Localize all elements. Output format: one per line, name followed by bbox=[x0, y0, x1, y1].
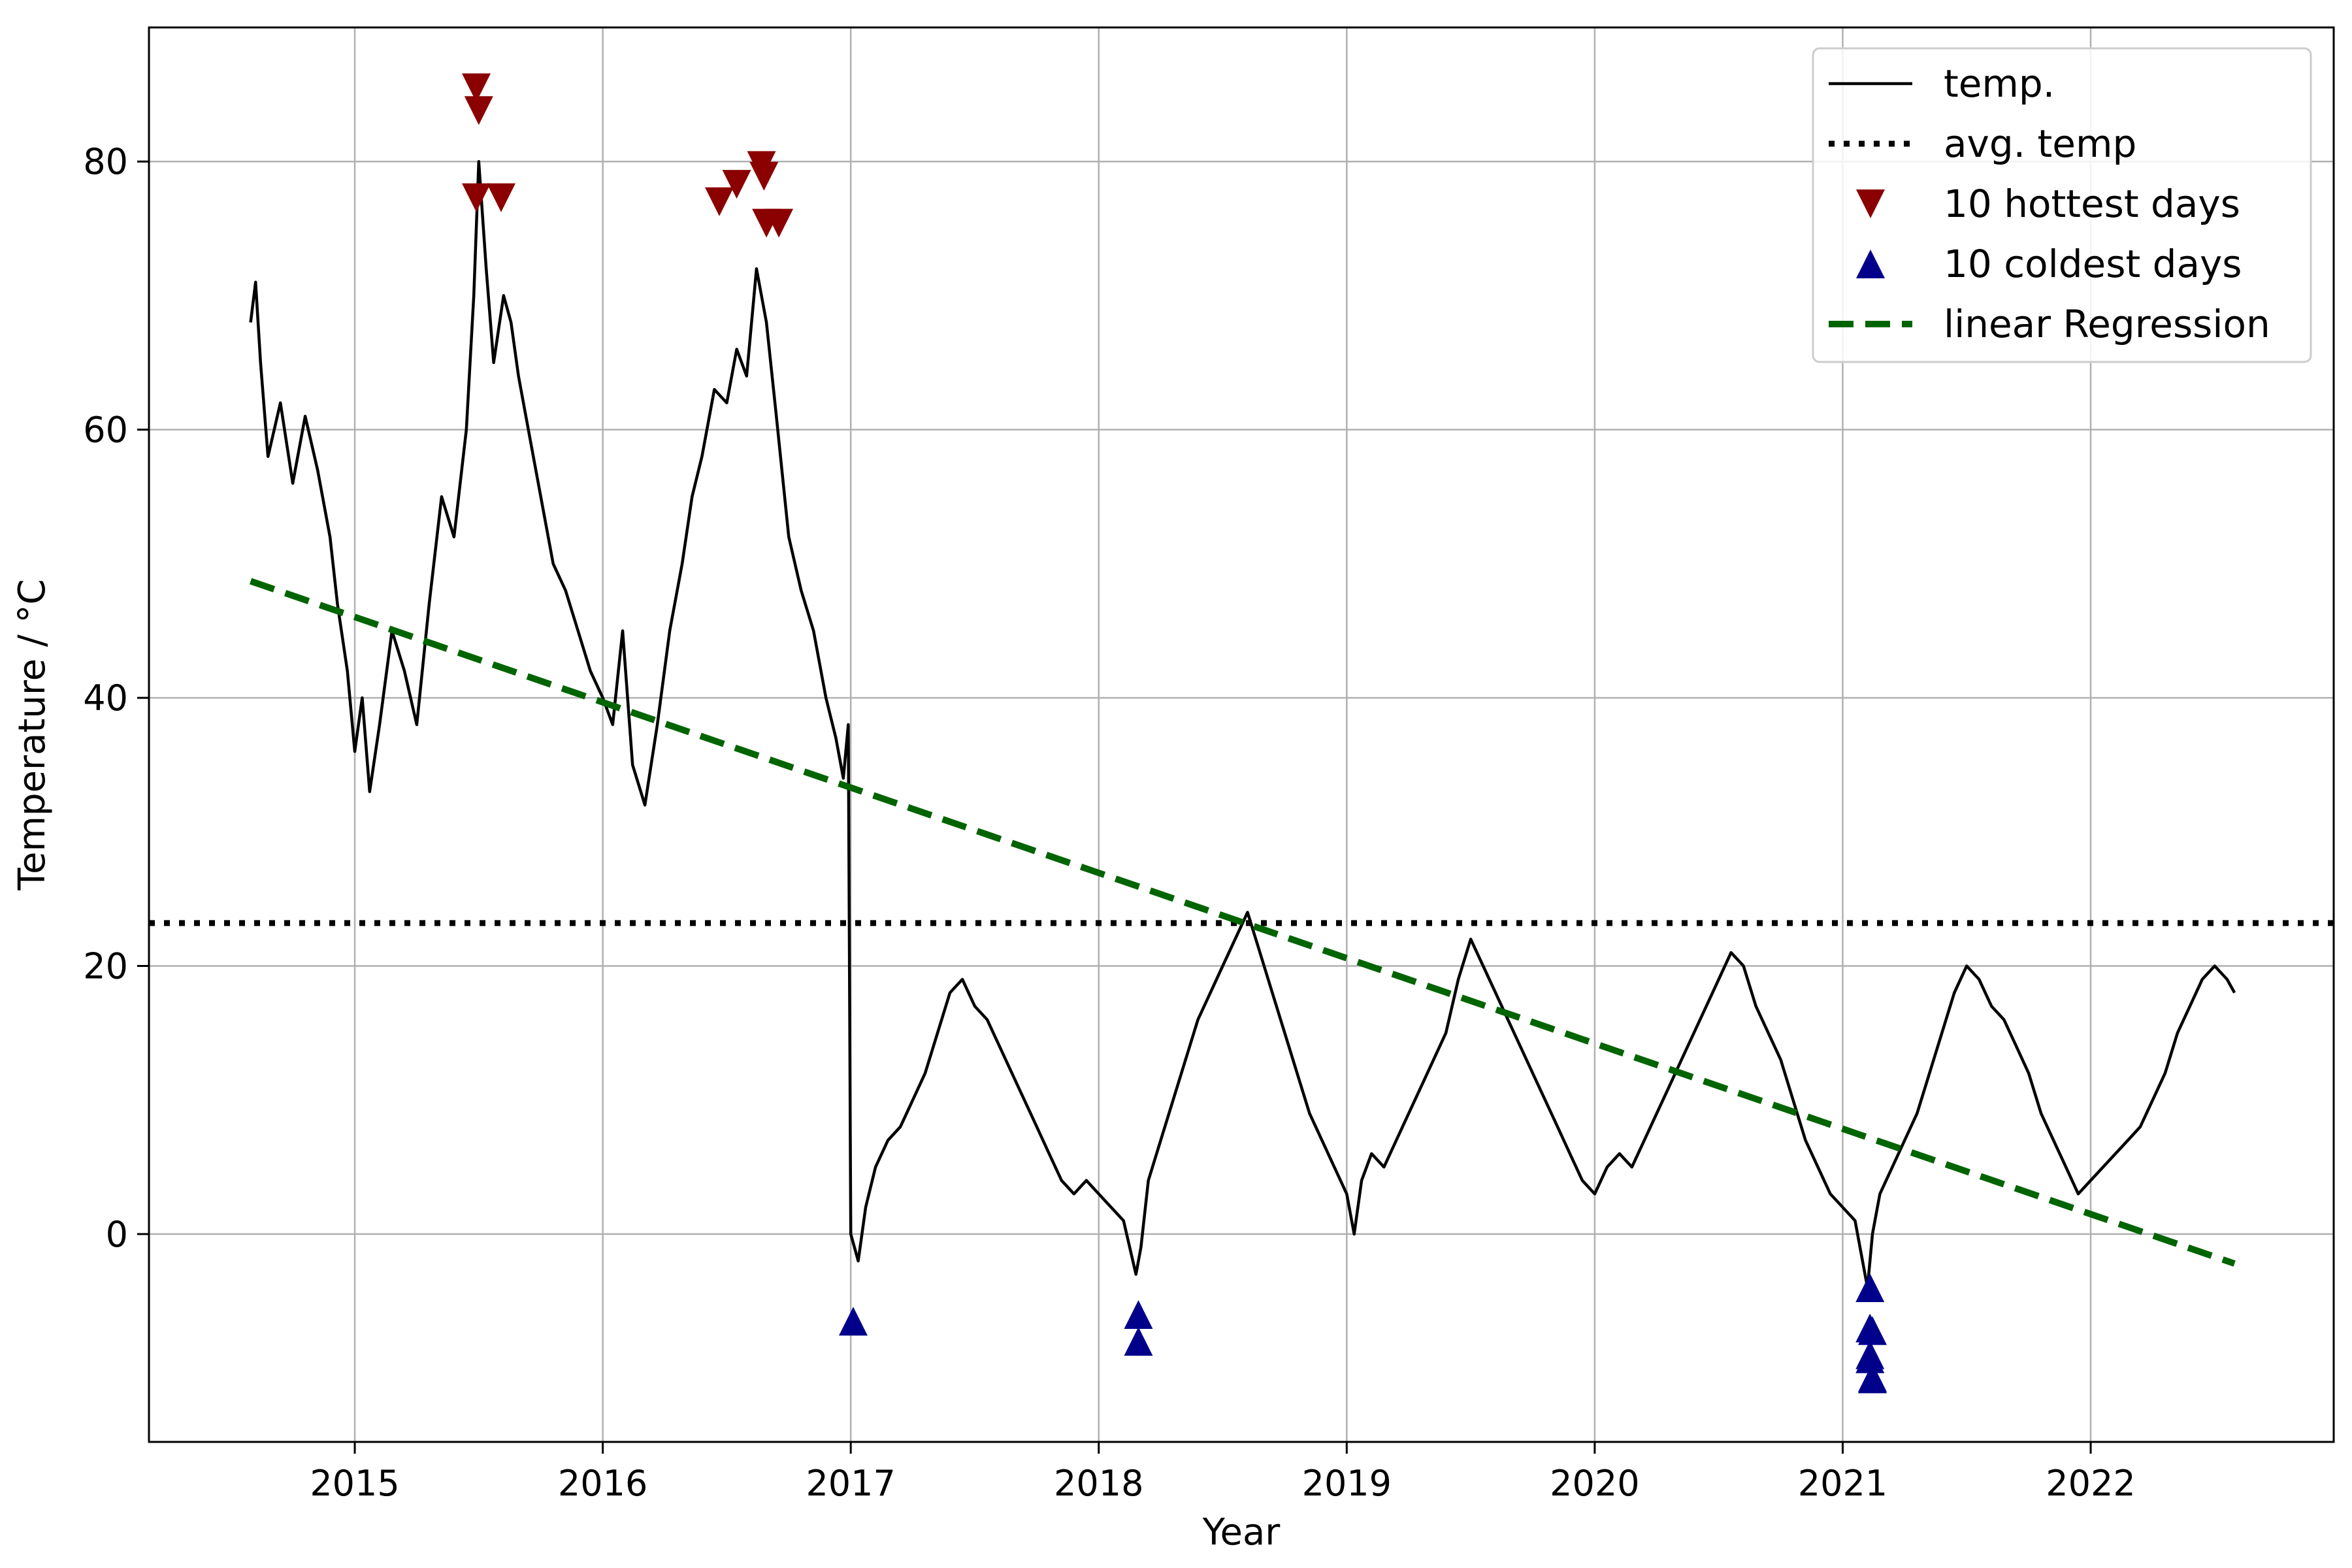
legend-label: linear Regression bbox=[1944, 302, 2270, 346]
y-tick-label: 40 bbox=[83, 678, 128, 719]
hottest-day-marker bbox=[705, 187, 734, 216]
y-tick-label: 60 bbox=[83, 410, 128, 451]
plot-frame bbox=[148, 26, 2335, 1443]
legend-box bbox=[1812, 47, 2312, 363]
x-tick-label: 2019 bbox=[1302, 1463, 1392, 1504]
coldest-day-marker bbox=[1124, 1327, 1153, 1356]
legend: temp. avg. temp 10 hottest days 10 coldest … bbox=[1812, 47, 2312, 363]
legend-label: 10 hottest days bbox=[1944, 182, 2240, 226]
hottest-day-marker bbox=[462, 73, 491, 103]
series-layer bbox=[149, 73, 2334, 1394]
x-axis-label: Year bbox=[1202, 1511, 1281, 1554]
x-tick-label: 2017 bbox=[806, 1463, 895, 1504]
coldest-day-marker bbox=[1858, 1316, 1887, 1345]
y-tick-label: 80 bbox=[83, 141, 128, 182]
legend-swatch-coldest bbox=[1856, 250, 1885, 278]
y-tick-label: 0 bbox=[106, 1214, 128, 1255]
legend-swatch-hottest bbox=[1856, 189, 1885, 218]
hottest-day-marker bbox=[462, 183, 491, 212]
x-tick-label: 2016 bbox=[558, 1463, 647, 1504]
coldest-day-marker bbox=[1124, 1300, 1153, 1330]
legend-label: avg. temp bbox=[1944, 122, 2136, 166]
hottest-day-marker bbox=[722, 170, 751, 199]
x-tick-label: 2022 bbox=[2046, 1463, 2135, 1504]
legend-label: 10 coldest days bbox=[1944, 242, 2242, 286]
x-tick-label: 2021 bbox=[1798, 1463, 1887, 1504]
y-tick-label: 20 bbox=[83, 945, 128, 987]
coldest-day-marker bbox=[1855, 1273, 1885, 1303]
x-tick-label: 2018 bbox=[1054, 1463, 1143, 1504]
hottest-day-marker bbox=[764, 208, 794, 238]
coldest-day-marker bbox=[838, 1307, 868, 1336]
temperature-line bbox=[249, 159, 2236, 1290]
x-tick-label: 2015 bbox=[310, 1463, 399, 1504]
hottest-day-marker bbox=[486, 183, 515, 212]
coldest-day-marker bbox=[1858, 1364, 1887, 1394]
x-tick-label: 2020 bbox=[1550, 1463, 1639, 1504]
linear-regression-line bbox=[249, 578, 2236, 1267]
legend-label: temp. bbox=[1944, 61, 2055, 106]
axis-ticks: 2015 2016 2017 2018 2019 2020 2021 2022 0 20 40 60 8… bbox=[83, 141, 2135, 1504]
hottest-day-marker bbox=[464, 96, 493, 125]
coldest-day-marker bbox=[1855, 1344, 1885, 1373]
hottest-day-marker bbox=[749, 161, 779, 191]
y-axis-label: Temperature / °C bbox=[11, 579, 54, 890]
